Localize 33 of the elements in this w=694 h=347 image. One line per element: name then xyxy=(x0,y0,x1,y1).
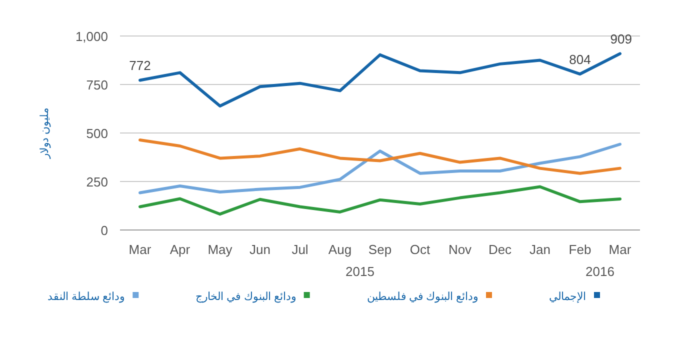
y-tick-label: 0 xyxy=(100,223,108,238)
x-tick-label: Aug xyxy=(328,242,352,257)
legend-item: الإجمالي xyxy=(549,291,600,303)
legend-item: ودائع سلطة النقد xyxy=(48,291,139,303)
y-tick-label: 500 xyxy=(86,126,108,141)
x-tick-label: Feb xyxy=(568,242,592,257)
text: 2016 xyxy=(586,264,614,279)
line-series xyxy=(138,185,622,216)
x-tick-label: Nov xyxy=(448,242,472,257)
text: 2015 xyxy=(346,264,374,279)
data-label: 909 xyxy=(610,32,632,47)
data-label: 772 xyxy=(129,58,151,74)
x-tick-label: Dec xyxy=(488,242,512,257)
y-tick-label: 1,000 xyxy=(75,29,108,44)
legend-label: الإجمالي xyxy=(549,291,586,303)
x-tick-label: May xyxy=(208,242,233,257)
x-tick-label: Mar xyxy=(608,242,632,257)
x-tick-label: Mar xyxy=(128,242,152,257)
x-tick-label: Oct xyxy=(410,242,430,257)
legend-item: ودائع البنوك في الخارج xyxy=(196,291,310,303)
y-axis-title: مليون دولار xyxy=(39,107,51,160)
line-series xyxy=(138,142,622,194)
x-tick-label: Jun xyxy=(250,242,270,257)
x-tick-label: Sep xyxy=(368,242,392,257)
data-label: 804 xyxy=(569,52,591,68)
y-tick-label: 250 xyxy=(86,174,108,190)
legend-label: ودائع سلطة النقد xyxy=(48,291,125,303)
x-tick-label: Apr xyxy=(170,242,191,257)
y-tick-label: 750 xyxy=(86,78,108,92)
line-series xyxy=(138,138,622,175)
x-tick-label: Jul xyxy=(292,242,308,257)
legend-item: ودائع البنوك في فلسطين xyxy=(366,291,492,303)
x-tick-label: Jan xyxy=(530,242,550,257)
